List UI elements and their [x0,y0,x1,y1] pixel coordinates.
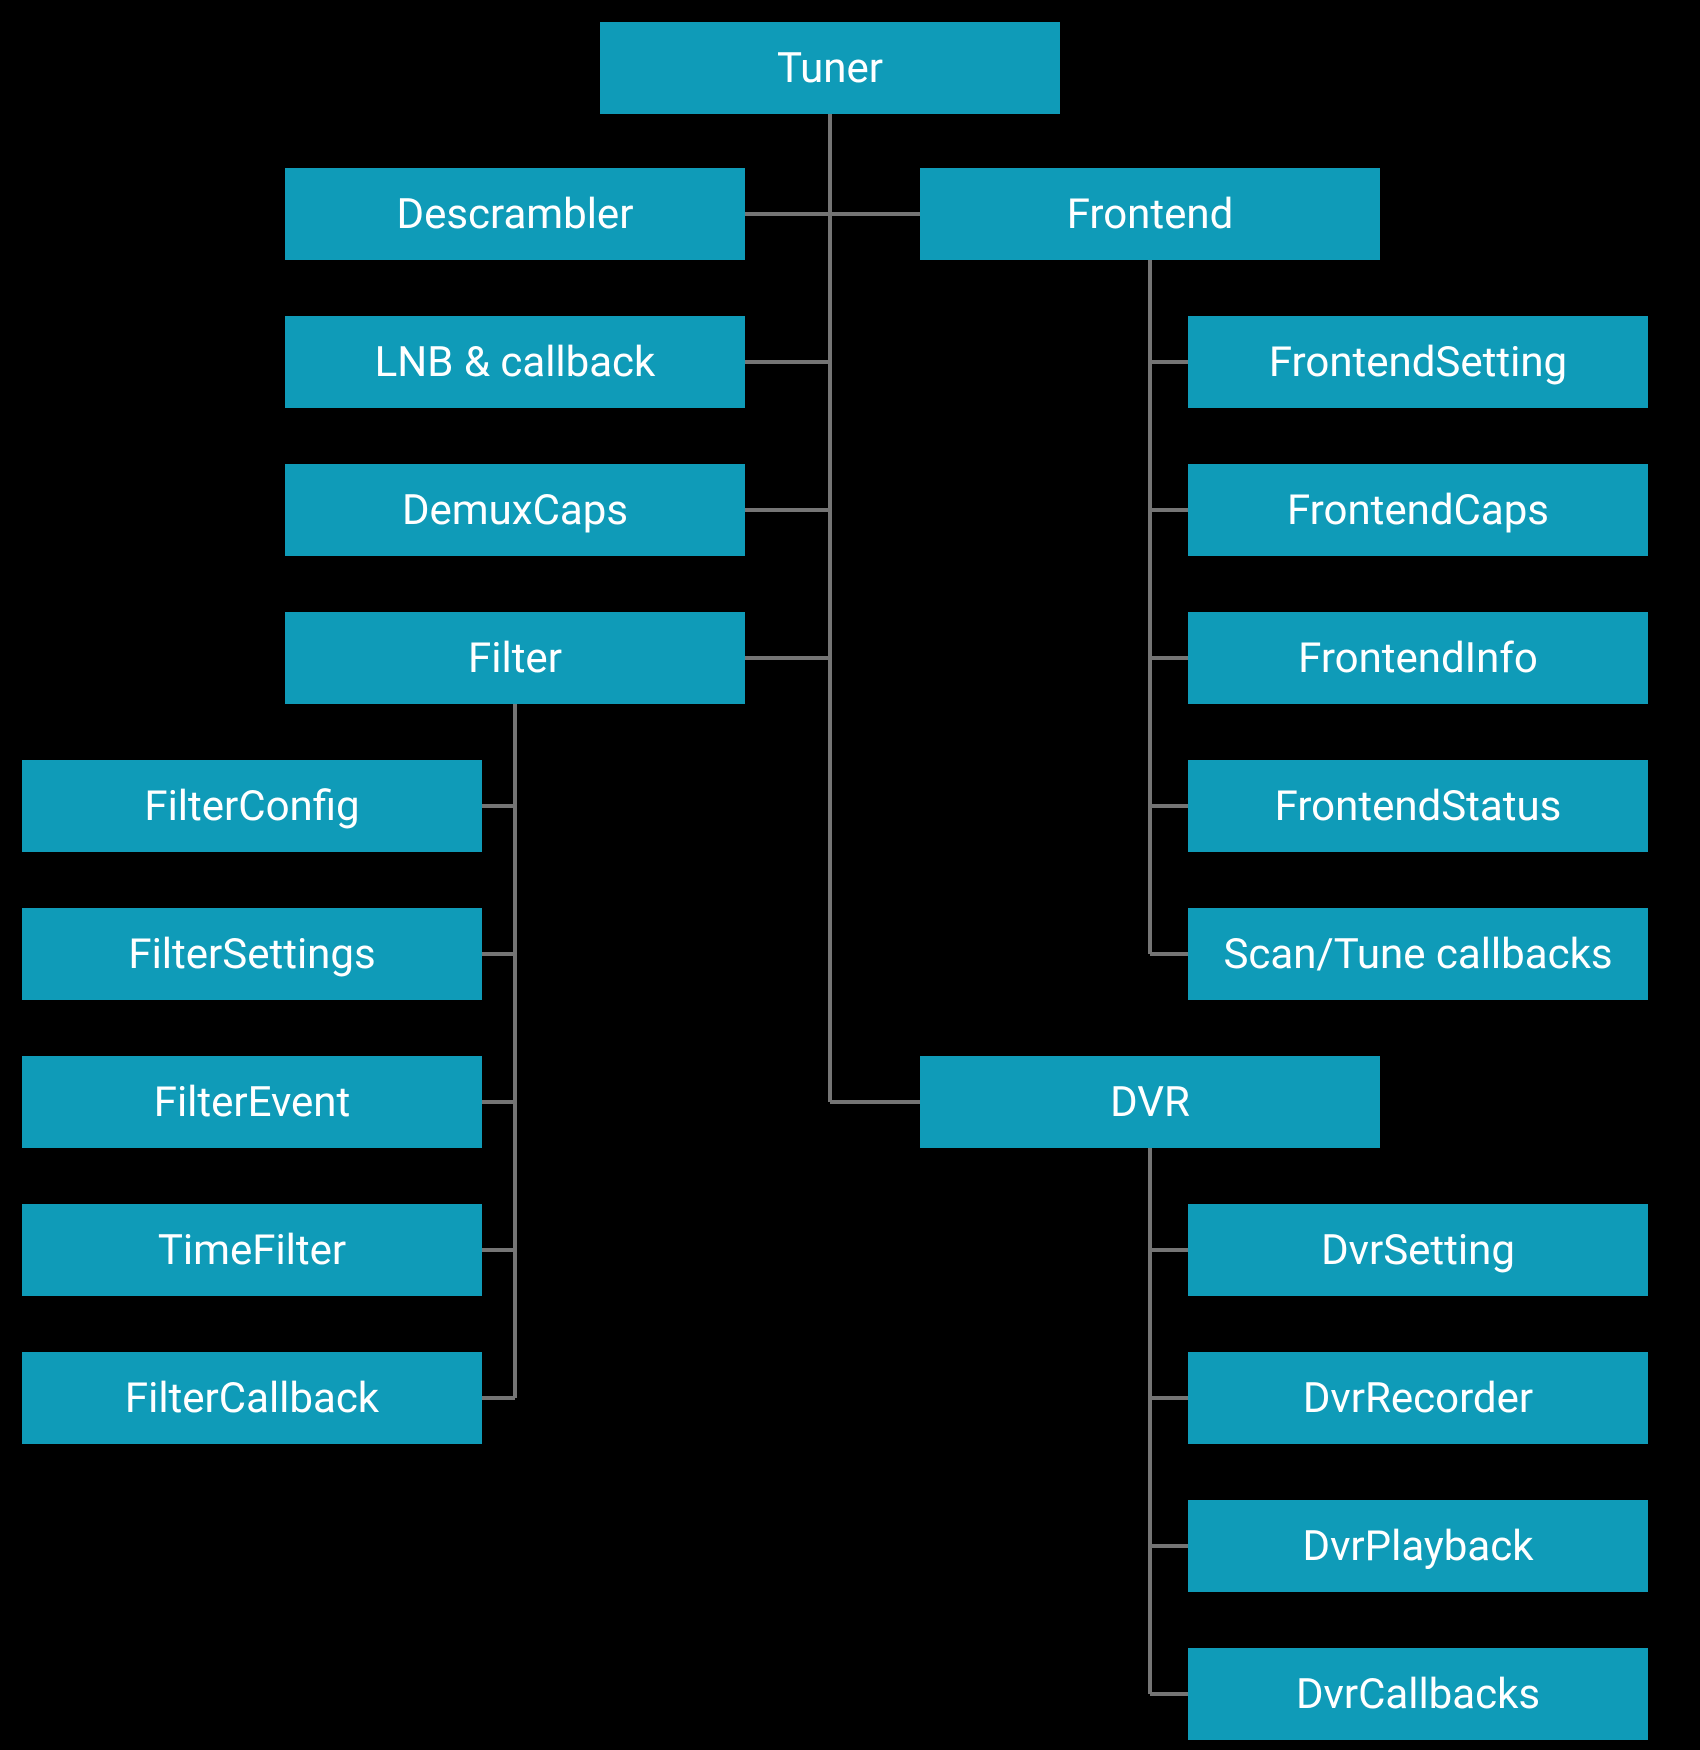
node-label: FrontendSetting [1269,338,1567,387]
node-tuner: Tuner [600,22,1060,114]
node-label: DvrRecorder [1303,1374,1533,1423]
node-filterconfig: FilterConfig [22,760,482,852]
node-label: FilterSettings [128,930,375,979]
node-label: DvrCallbacks [1296,1670,1540,1719]
node-lnb: LNB & callback [285,316,745,408]
node-label: FrontendInfo [1298,634,1538,683]
node-label: FilterConfig [144,782,359,831]
node-dvrplayback: DvrPlayback [1188,1500,1648,1592]
node-timefilter: TimeFilter [22,1204,482,1296]
node-label: Frontend [1067,190,1234,239]
node-frontend: Frontend [920,168,1380,260]
node-filterevent: FilterEvent [22,1056,482,1148]
node-label: FrontendStatus [1275,782,1562,831]
node-label: FrontendCaps [1287,486,1549,535]
connectors-layer [0,0,1700,1750]
node-frontendcaps: FrontendCaps [1188,464,1648,556]
node-descrambler: Descrambler [285,168,745,260]
node-label: DVR [1110,1078,1190,1127]
node-scantune: Scan/Tune callbacks [1188,908,1648,1000]
node-filter: Filter [285,612,745,704]
node-label: Filter [468,634,562,683]
node-label: DemuxCaps [402,486,628,535]
node-dvrsetting: DvrSetting [1188,1204,1648,1296]
node-filtersettings: FilterSettings [22,908,482,1000]
node-label: FilterEvent [154,1078,351,1127]
node-demuxcaps: DemuxCaps [285,464,745,556]
node-label: LNB & callback [375,338,656,387]
node-dvr: DVR [920,1056,1380,1148]
node-frontendinfo: FrontendInfo [1188,612,1648,704]
node-frontendsetting: FrontendSetting [1188,316,1648,408]
node-label: FilterCallback [125,1374,379,1423]
node-label: Descrambler [397,190,634,239]
node-frontendstatus: FrontendStatus [1188,760,1648,852]
node-dvrcallbacks: DvrCallbacks [1188,1648,1648,1740]
node-label: DvrSetting [1321,1226,1515,1275]
node-label: TimeFilter [158,1226,346,1275]
node-filtercallback: FilterCallback [22,1352,482,1444]
node-label: Scan/Tune callbacks [1223,930,1612,979]
diagram-canvas: Tuner Descrambler LNB & callback DemuxCaps F… [0,0,1700,1750]
node-label: DvrPlayback [1303,1522,1534,1571]
node-dvrrecorder: DvrRecorder [1188,1352,1648,1444]
node-label: Tuner [777,44,883,93]
